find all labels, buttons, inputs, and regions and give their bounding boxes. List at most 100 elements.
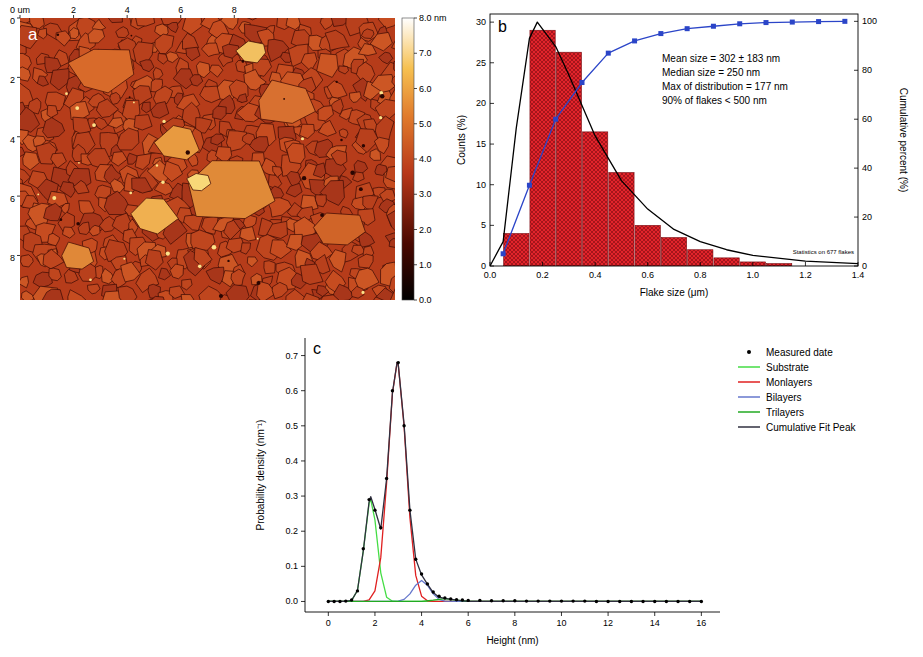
- afm-texture: [387, 209, 395, 232]
- plot-c: [327, 361, 703, 603]
- afm-texture: [132, 178, 153, 193]
- data-point: [513, 599, 516, 602]
- legend: Measured dateSubstrateMonlayersBilayersT…: [738, 347, 856, 433]
- afm-texture: [317, 286, 329, 297]
- afm-texture: [37, 179, 58, 203]
- afm-texture: [303, 293, 319, 300]
- afm-texture: [206, 267, 224, 284]
- fit-line: [328, 580, 701, 601]
- axis-title: Flake size (μm): [640, 287, 709, 298]
- colorbar-tick: [414, 18, 417, 19]
- afm-speck: [89, 279, 92, 282]
- colorbar-label: 6.0: [419, 84, 432, 94]
- data-point: [560, 599, 563, 602]
- afm-texture: [89, 225, 100, 236]
- afm-texture: [339, 129, 348, 138]
- data-point: [356, 589, 359, 592]
- data-point: [700, 600, 703, 603]
- histogram-bar: [504, 233, 529, 266]
- afm-texture: [111, 152, 127, 167]
- frame: [490, 14, 858, 266]
- afm-speck: [242, 60, 245, 63]
- tick-label: 25: [476, 58, 486, 68]
- tick-label: 1.4: [852, 270, 865, 280]
- tick-label: 100: [862, 16, 877, 26]
- afm-texture: [318, 106, 333, 121]
- afm-texture: [110, 179, 124, 193]
- afm-flake: [62, 242, 94, 269]
- colorbar-tick: [414, 159, 417, 160]
- tick-label: 2: [71, 5, 76, 15]
- tick-label: 20: [862, 212, 872, 222]
- tick: [301, 355, 305, 356]
- annotation: Statistics on 677 flakes: [793, 249, 854, 255]
- afm-texture: [151, 102, 169, 119]
- afm-speck: [186, 150, 190, 154]
- afm-texture: [339, 66, 349, 74]
- tick: [647, 262, 648, 266]
- afm-texture: [134, 115, 152, 130]
- tick: [805, 262, 806, 266]
- histogram-bar: [635, 225, 660, 266]
- afm-texture: [167, 22, 178, 32]
- colorbar-tick: [414, 53, 417, 54]
- tick-label: 0: [862, 261, 867, 271]
- colorbar-label: 3.0: [419, 189, 432, 199]
- afm-texture: [237, 94, 247, 103]
- afm-speck: [156, 164, 158, 166]
- colorbar-label: 4.0: [419, 154, 432, 164]
- colorbar-tick: [414, 123, 417, 124]
- afm-texture: [21, 255, 34, 267]
- tick-label: 10: [476, 180, 486, 190]
- cumulative-line: [503, 21, 845, 253]
- tick: [854, 119, 858, 120]
- tick-label: 40: [862, 163, 872, 173]
- axis-title: Counts (%): [456, 115, 467, 165]
- tick: [701, 612, 702, 616]
- afm-flake: [313, 213, 365, 245]
- data-point: [641, 600, 644, 603]
- afm-speck: [219, 294, 223, 298]
- data-point: [443, 596, 446, 599]
- afm-texture: [317, 53, 339, 77]
- colorbar-tick: [414, 300, 417, 301]
- afm-speck: [350, 171, 355, 176]
- data-point: [501, 599, 504, 602]
- x-axis: [305, 612, 720, 613]
- afm-texture: [351, 286, 364, 298]
- tick: [490, 103, 494, 104]
- afm-texture: [209, 65, 223, 77]
- axis-title: Probability density (nm⁻¹): [255, 420, 266, 531]
- afm-texture: [68, 290, 87, 300]
- afm-texture: [20, 297, 21, 300]
- tick-label: 0.7: [285, 351, 298, 361]
- marker: [737, 21, 742, 26]
- axis-title: Height (nm): [486, 635, 538, 646]
- afm-texture: [121, 262, 140, 282]
- afm-texture: [287, 234, 303, 250]
- tick-label: 6: [178, 5, 183, 15]
- tick-label: 0 um: [10, 5, 30, 15]
- afm-texture: [186, 47, 200, 61]
- afm-texture: [194, 248, 212, 268]
- marker: [764, 20, 769, 25]
- tick: [595, 262, 596, 266]
- afm-texture: [221, 18, 239, 29]
- afm-speck: [257, 238, 259, 240]
- afm-texture: [23, 152, 40, 170]
- afm-texture: [181, 295, 194, 301]
- afm-texture: [47, 105, 58, 117]
- afm-texture: [370, 149, 381, 161]
- afm-texture: [358, 44, 376, 56]
- afm-texture: [331, 150, 347, 165]
- afm-texture: [116, 27, 129, 38]
- data-point: [385, 477, 388, 480]
- tick-label: 80: [862, 65, 872, 75]
- marker: [606, 51, 611, 56]
- data-point: [449, 597, 452, 600]
- afm-texture: [286, 18, 301, 30]
- legend-label: Substrate: [766, 362, 809, 373]
- afm-texture: [273, 166, 283, 177]
- colorbar: [402, 18, 414, 300]
- marker: [685, 26, 690, 31]
